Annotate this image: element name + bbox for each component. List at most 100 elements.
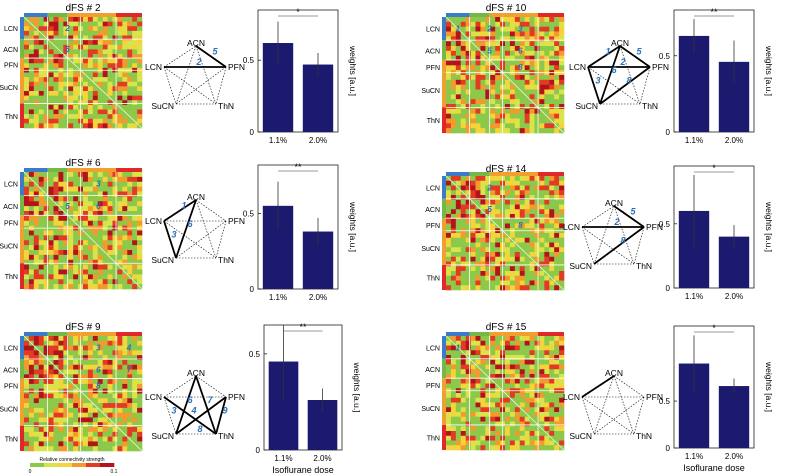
matrix-cell bbox=[485, 355, 491, 361]
matrix-cell bbox=[524, 271, 530, 277]
matrix-diagonal bbox=[23, 335, 143, 452]
matrix-cell bbox=[450, 256, 457, 262]
matrix-cell bbox=[514, 209, 521, 215]
matrix-row-label: ACN bbox=[3, 47, 18, 54]
matrix-cell bbox=[127, 95, 133, 101]
matrix-cell bbox=[107, 58, 113, 64]
matrix-cell bbox=[117, 379, 123, 385]
matrix-cell bbox=[465, 261, 471, 267]
network-edge-weak bbox=[175, 45, 197, 105]
matrix-cell bbox=[455, 55, 462, 61]
matrix-cell bbox=[38, 35, 44, 41]
matrix-cell bbox=[480, 340, 486, 346]
matrix-cell bbox=[495, 190, 501, 196]
panel-title: dFS # 10 bbox=[486, 3, 527, 14]
network-edge-strong bbox=[175, 199, 197, 259]
matrix-cell bbox=[455, 79, 462, 85]
matrix-cell bbox=[38, 446, 44, 452]
matrix-cell bbox=[470, 104, 476, 110]
matrix-cell bbox=[92, 407, 99, 413]
matrix-cell bbox=[92, 355, 99, 361]
matrix-cell bbox=[529, 280, 535, 286]
matrix-cell bbox=[549, 266, 555, 272]
matrix-cell bbox=[485, 369, 491, 375]
matrix-cell bbox=[102, 336, 108, 342]
matrix-cell bbox=[63, 176, 69, 183]
matrix-cell bbox=[490, 185, 496, 191]
matrix-cell bbox=[475, 275, 481, 281]
matrix-row-label: LCN bbox=[426, 27, 440, 34]
matrix-cell bbox=[495, 123, 501, 129]
matrix-cell bbox=[102, 393, 108, 399]
matrix-cell bbox=[24, 364, 30, 370]
matrix-cell bbox=[446, 84, 452, 90]
matrix-cell bbox=[519, 374, 525, 380]
matrix-cell bbox=[559, 209, 565, 215]
matrix-cell bbox=[122, 355, 128, 361]
matrix-cell bbox=[137, 269, 143, 275]
matrix-cell bbox=[97, 72, 103, 78]
matrix-cell bbox=[28, 30, 35, 36]
matrix-highlight-number: 8 bbox=[518, 221, 523, 230]
matrix-cell bbox=[28, 345, 35, 351]
matrix-cell bbox=[509, 285, 516, 291]
matrix-cell bbox=[539, 31, 545, 37]
matrix-cell bbox=[514, 440, 521, 446]
matrix-cell bbox=[465, 180, 471, 186]
matrix-cell bbox=[137, 427, 143, 433]
colorbar-max: 0.1 bbox=[111, 469, 118, 475]
matrix-cell bbox=[92, 340, 99, 346]
matrix-cell bbox=[544, 247, 550, 253]
matrix-cell bbox=[470, 378, 476, 384]
matrix-cell bbox=[53, 403, 59, 409]
significance-stars: ** bbox=[299, 322, 307, 332]
matrix-cell bbox=[92, 446, 99, 452]
matrix-cell bbox=[68, 44, 74, 50]
matrix-cell bbox=[490, 355, 496, 361]
matrix-cell bbox=[122, 58, 128, 64]
matrix-cell bbox=[554, 113, 560, 119]
matrix-cell bbox=[490, 407, 496, 413]
matrix-cell bbox=[475, 266, 481, 272]
matrix-cell bbox=[514, 397, 521, 403]
matrix-cell bbox=[470, 214, 476, 220]
matrix-cell bbox=[137, 196, 143, 202]
matrix-cell bbox=[107, 279, 113, 285]
matrix-cell bbox=[137, 436, 143, 442]
matrix-cell bbox=[132, 63, 138, 69]
matrix-cell bbox=[475, 440, 481, 446]
matrix-cell bbox=[559, 89, 565, 95]
matrix-cell bbox=[97, 240, 103, 246]
matrix-cell bbox=[87, 191, 94, 197]
matrix-cell bbox=[465, 412, 471, 418]
matrix-cell bbox=[544, 195, 550, 201]
matrix-cell bbox=[68, 240, 74, 246]
matrix-cell bbox=[475, 223, 481, 229]
matrix-cell bbox=[529, 393, 535, 399]
matrix-cell bbox=[24, 393, 30, 399]
matrix-cell bbox=[137, 104, 143, 110]
matrix-cell bbox=[539, 369, 545, 375]
matrix-cell bbox=[33, 54, 40, 59]
matrix-cell bbox=[549, 359, 555, 365]
matrix-cell bbox=[137, 81, 143, 87]
matrix-cell bbox=[38, 369, 44, 375]
matrix-cell bbox=[519, 233, 525, 239]
matrix-cell bbox=[529, 60, 535, 66]
matrix-cell bbox=[112, 345, 118, 351]
matrix-cell bbox=[132, 383, 138, 390]
matrix-cell bbox=[137, 245, 143, 251]
matrix-cell bbox=[519, 55, 525, 61]
matrix-cell bbox=[544, 46, 550, 52]
matrix-cell bbox=[58, 374, 64, 380]
matrix-cell bbox=[465, 397, 471, 403]
matrix-cell bbox=[470, 79, 476, 85]
matrix-cell bbox=[559, 36, 565, 42]
matrix-cell bbox=[112, 336, 118, 342]
matrix-cell bbox=[539, 123, 545, 129]
matrix-cell bbox=[480, 214, 486, 220]
matrix-cell bbox=[460, 36, 466, 42]
matrix-cell bbox=[549, 50, 555, 56]
